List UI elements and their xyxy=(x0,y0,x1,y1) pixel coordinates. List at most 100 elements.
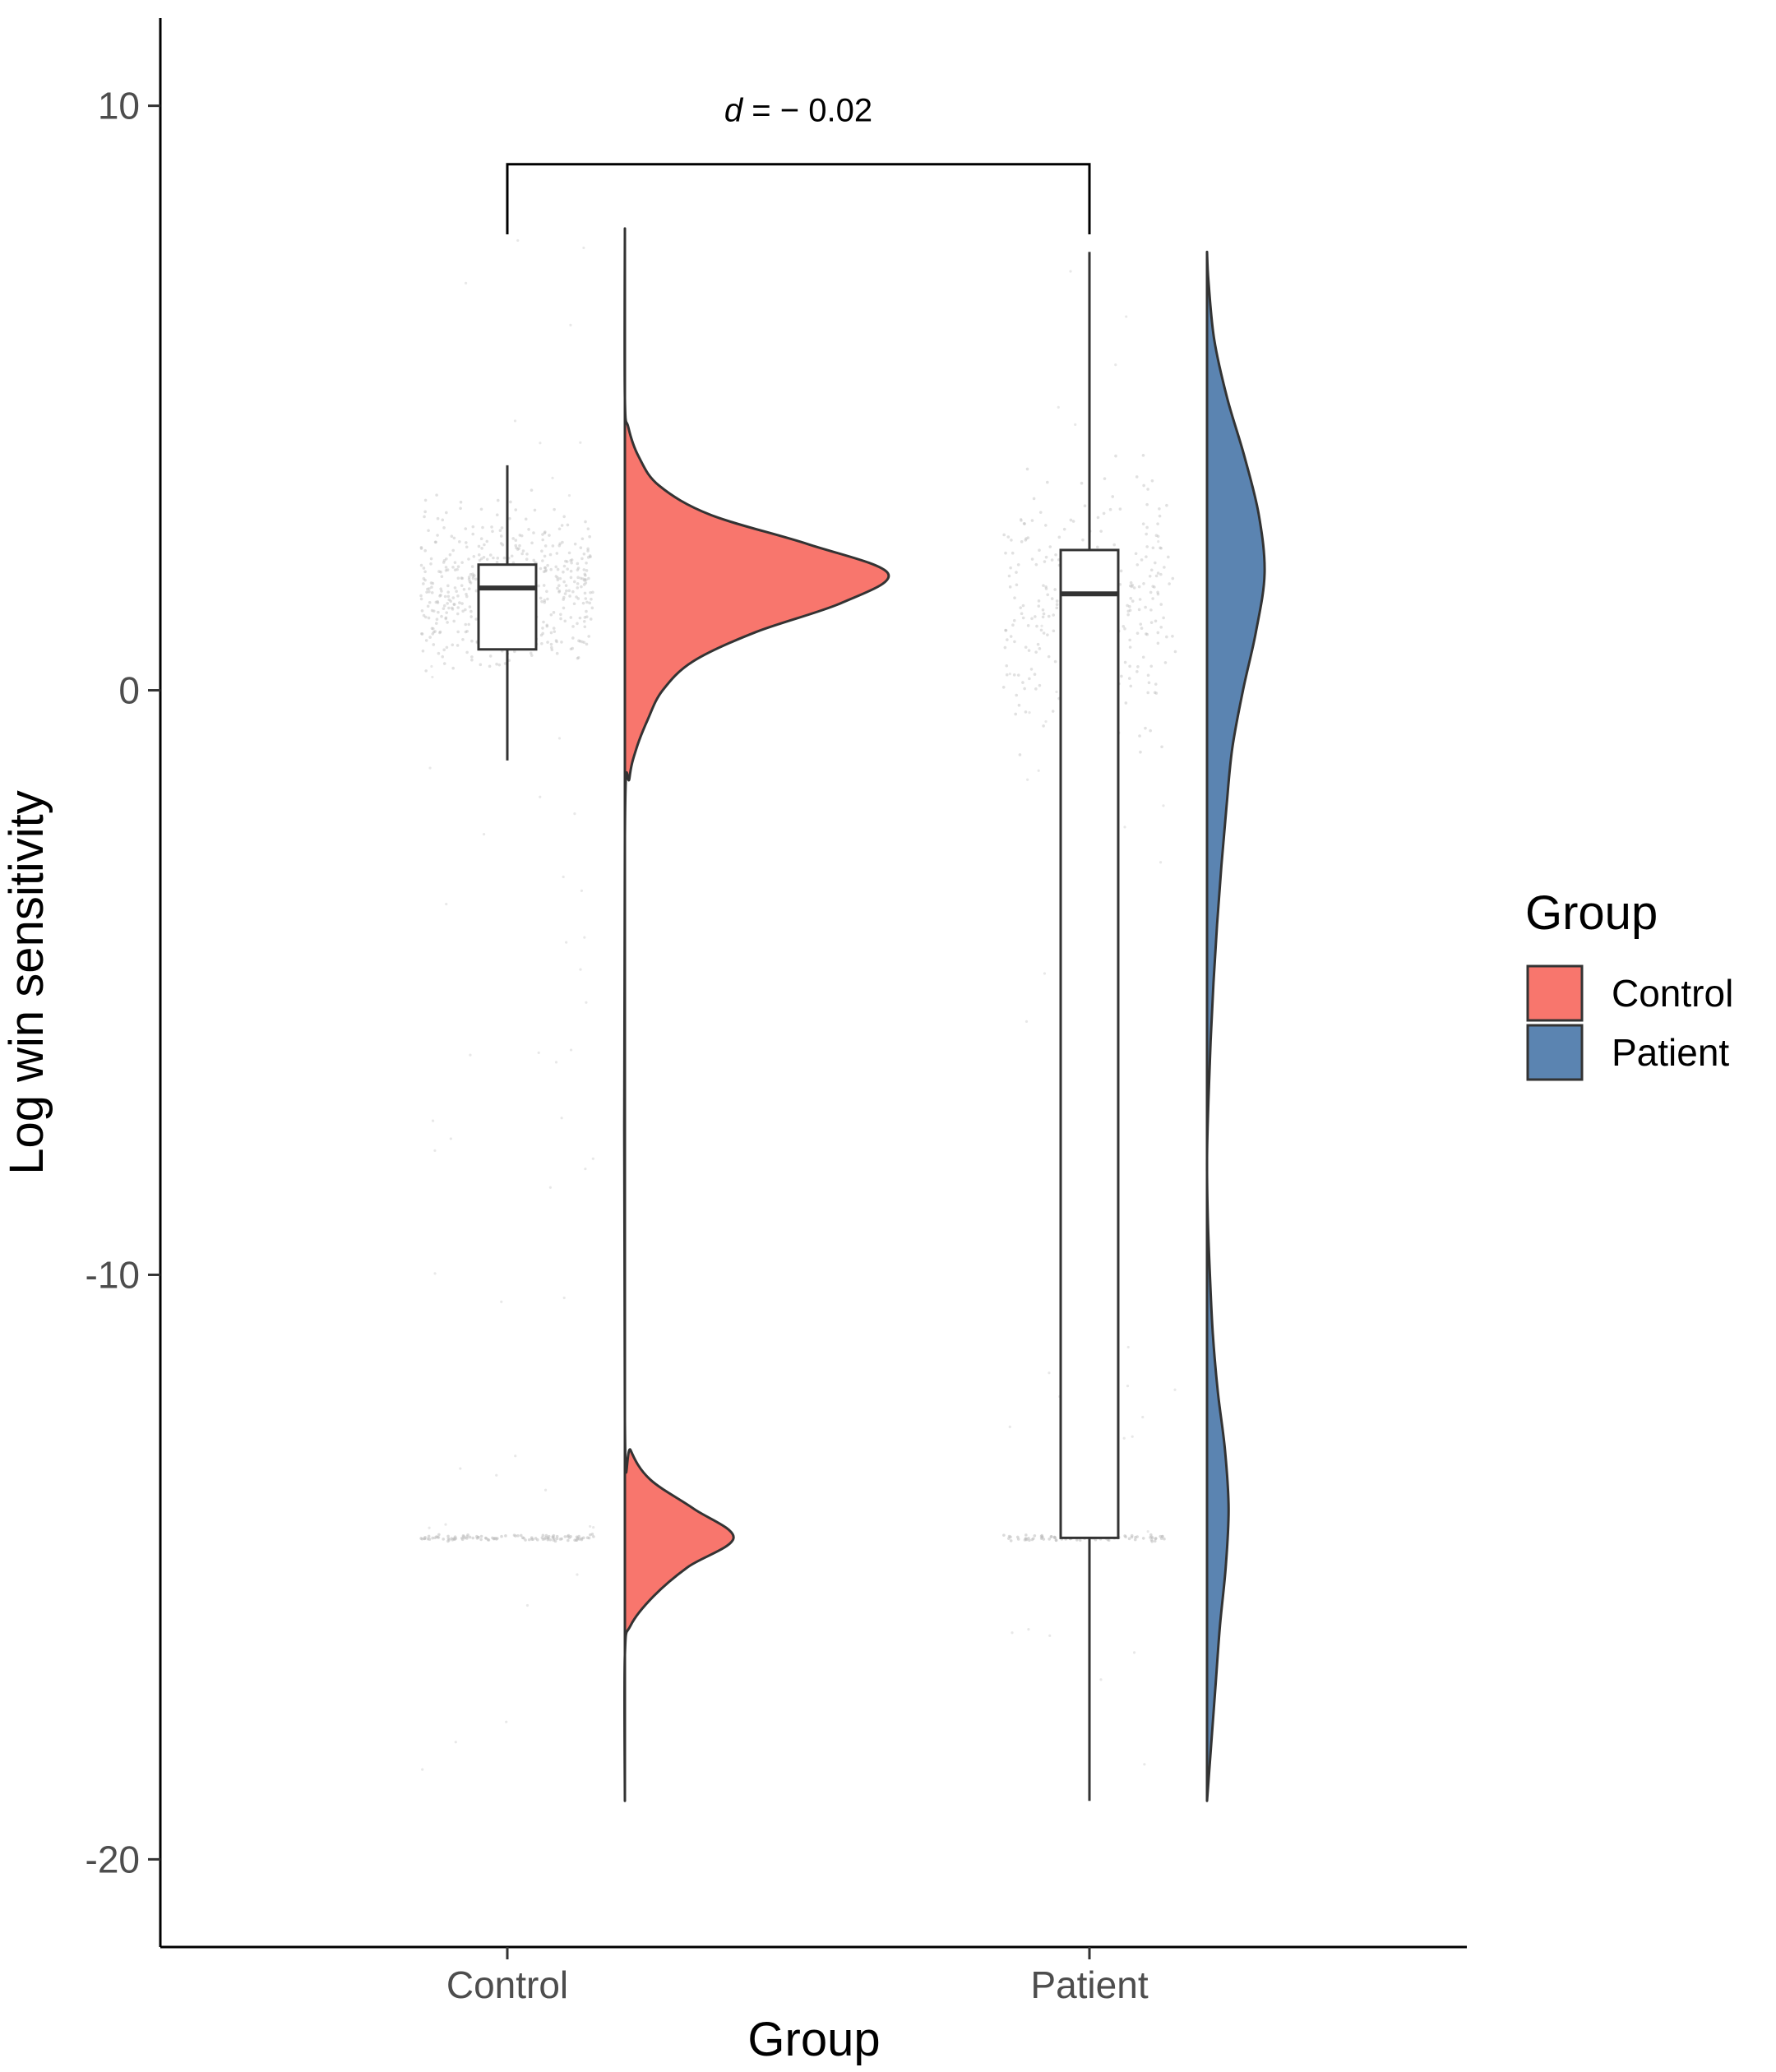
jitter-point xyxy=(1144,726,1147,730)
jitter-point xyxy=(555,651,559,655)
jitter-point xyxy=(565,941,568,944)
jitter-point xyxy=(584,1167,587,1171)
jitter-point xyxy=(569,558,572,562)
jitter-point xyxy=(1135,1535,1139,1538)
jitter-point xyxy=(1024,1537,1028,1540)
jitter-point xyxy=(1050,558,1054,562)
jitter-point xyxy=(1139,622,1143,626)
jitter-point xyxy=(530,654,534,657)
jitter-point xyxy=(548,534,551,537)
jitter-point xyxy=(471,576,475,580)
jitter-point xyxy=(419,547,423,550)
jitter-point xyxy=(1144,605,1147,609)
jitter-point xyxy=(1052,629,1056,633)
jitter-point xyxy=(586,547,590,551)
jitter-point xyxy=(1080,481,1084,485)
jitter-point xyxy=(576,562,580,566)
jitter-point xyxy=(479,663,483,667)
jitter-point xyxy=(446,1539,450,1543)
jitter-point xyxy=(1158,514,1162,518)
y-ticks: 10 0 -10 -20 xyxy=(86,85,160,1880)
boxplots xyxy=(477,252,1120,1801)
jitter-point xyxy=(1012,673,1016,677)
jitter-point xyxy=(1147,681,1151,685)
jitter-point xyxy=(1122,624,1126,628)
jitter-point xyxy=(483,543,486,547)
jitter-point xyxy=(1041,615,1045,619)
jitter-point xyxy=(468,1535,472,1539)
jitter-point xyxy=(431,1119,435,1122)
jitter-point xyxy=(1127,677,1131,680)
jitter-point xyxy=(1135,631,1140,635)
jitter-point xyxy=(495,662,498,666)
jitter-point xyxy=(1015,583,1019,587)
jitter-point xyxy=(456,630,460,634)
jitter-point xyxy=(1173,1388,1177,1391)
jitter-point xyxy=(435,493,438,497)
jitter-point xyxy=(467,577,471,581)
jitter-point xyxy=(459,506,462,511)
jitter-point xyxy=(1124,1535,1127,1538)
jitter-point xyxy=(461,1534,465,1538)
jitter-point xyxy=(572,602,576,606)
jitter-point xyxy=(1002,1533,1006,1537)
jitter-point xyxy=(1150,479,1154,483)
jitter-point xyxy=(501,543,505,547)
jitter-point xyxy=(580,889,584,892)
jitter-point xyxy=(1099,1678,1103,1681)
jitter-point xyxy=(488,654,493,658)
jitter-point xyxy=(468,605,472,608)
jitter-point xyxy=(1123,660,1127,664)
jitter-point xyxy=(527,528,530,531)
jitter-point xyxy=(1154,574,1159,578)
jitter-point xyxy=(474,577,478,581)
jitter-point xyxy=(1095,545,1099,549)
jitter-point xyxy=(573,812,576,816)
jitter-point xyxy=(1046,480,1049,484)
jitter-point xyxy=(1136,665,1140,668)
jitter-point xyxy=(502,556,506,560)
jitter-point xyxy=(527,1538,531,1542)
jitter-point xyxy=(1168,582,1171,585)
jitter-point xyxy=(419,594,423,598)
jitter-point xyxy=(1032,1537,1035,1541)
jitter-point xyxy=(569,576,573,580)
jitter-point xyxy=(1126,1385,1130,1388)
jitter-point xyxy=(434,622,438,625)
jitter-point xyxy=(1011,551,1015,555)
jitter-point xyxy=(435,617,439,622)
jitter-point xyxy=(546,641,549,644)
jitter-point xyxy=(1128,604,1131,608)
jitter-point xyxy=(1141,655,1145,659)
jitter-point xyxy=(576,576,580,580)
jitter-point xyxy=(579,441,582,444)
jitter-point xyxy=(1071,520,1075,523)
jitter-point xyxy=(467,622,470,627)
jitter-point xyxy=(1026,778,1029,781)
jitter-point xyxy=(583,572,587,576)
jitter-point xyxy=(555,1534,559,1538)
jitter-point xyxy=(1122,1436,1126,1440)
jitter-point xyxy=(428,766,432,770)
jitter-point xyxy=(1013,596,1016,599)
density-patient xyxy=(1205,250,1266,1802)
jitter-point xyxy=(532,531,535,534)
jitter-point xyxy=(492,556,495,560)
jitter-point xyxy=(1156,522,1159,525)
jitter-point xyxy=(485,557,489,562)
jitter-point xyxy=(1006,535,1011,539)
jitter-point xyxy=(560,641,563,644)
jitter-point xyxy=(1011,1631,1014,1635)
jitter-point xyxy=(1013,640,1016,644)
jitter-point xyxy=(1111,495,1115,498)
jitter-point xyxy=(428,590,431,594)
jitter-point xyxy=(514,543,518,548)
jitter-point xyxy=(1028,1538,1031,1542)
jitter-point xyxy=(1005,664,1009,668)
jitter-point xyxy=(553,1537,556,1540)
jitter-point xyxy=(1024,1020,1029,1023)
jitter-point xyxy=(1055,606,1059,610)
jitter-point xyxy=(588,534,591,539)
jitter-point xyxy=(1023,522,1026,525)
jitter-point xyxy=(433,1272,437,1275)
